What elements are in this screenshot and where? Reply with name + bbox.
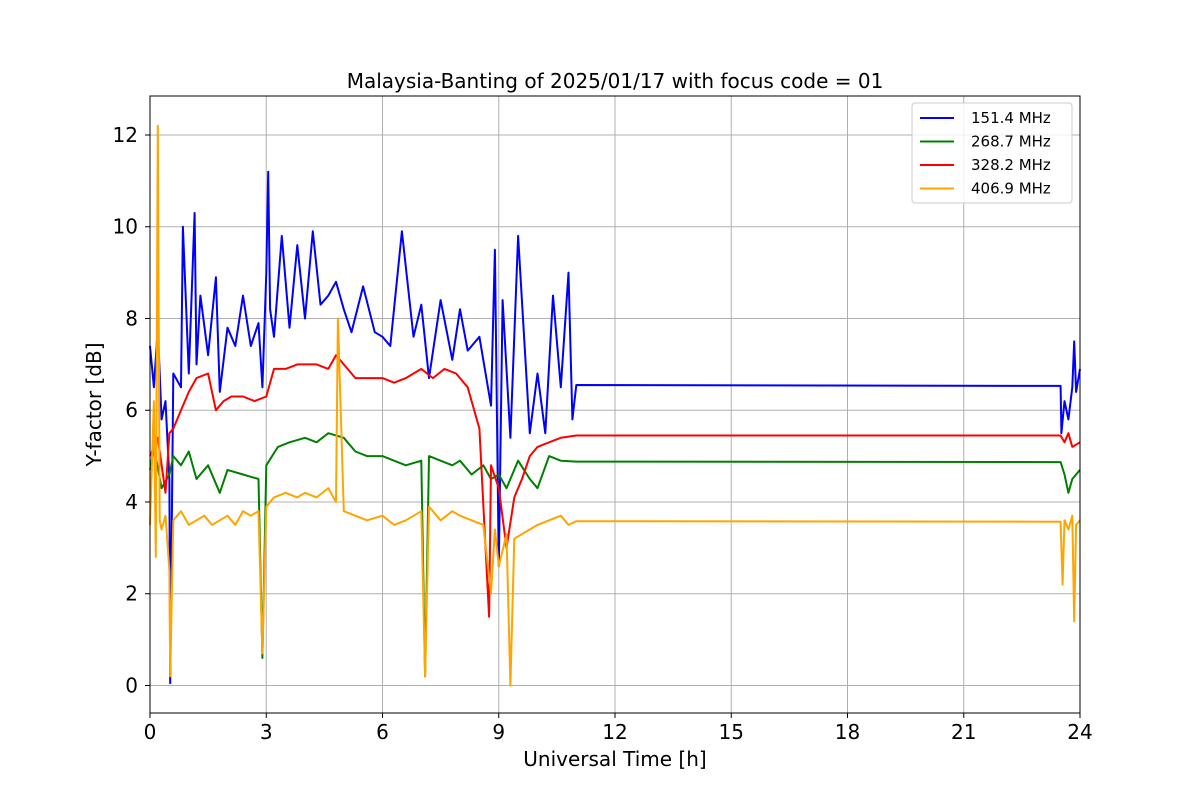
x-tick-label: 15: [719, 720, 744, 744]
y-tick-label: 10: [113, 215, 138, 239]
x-tick-label: 24: [1067, 720, 1092, 744]
x-tick-label: 3: [260, 720, 273, 744]
series-line-3: [149, 354, 1081, 618]
legend: 151.4 MHz 268.7 MHz 328.2 MHz 406.9 MHz: [911, 102, 1073, 204]
y-axis-label: Y-factor [dB]: [82, 342, 106, 467]
series-line-2: [149, 432, 1081, 678]
y-axis-ticks: 0 2 4 6 8 10 12: [113, 123, 150, 697]
x-tick-label: 18: [835, 720, 860, 744]
legend-label: 151.4 MHz: [971, 109, 1051, 127]
legend-label: 406.9 MHz: [971, 180, 1051, 198]
x-tick-label: 6: [376, 720, 389, 744]
x-tick-label: 21: [951, 720, 976, 744]
series-line-1: [149, 170, 1081, 685]
x-axis-label: Universal Time [h]: [523, 747, 706, 771]
legend-label: 328.2 MHz: [971, 156, 1051, 174]
x-tick-label: 9: [492, 720, 505, 744]
legend-label: 268.7 MHz: [971, 133, 1051, 151]
y-tick-label: 6: [125, 398, 138, 422]
y-tick-label: 12: [113, 123, 138, 147]
series-line-4: [149, 124, 1081, 687]
x-axis-ticks: 0 3 6 9 12 15 18 21 24: [144, 713, 1093, 744]
chart-title: Malaysia-Banting of 2025/01/17 with focu…: [347, 69, 884, 93]
x-tick-label: 0: [144, 720, 157, 744]
y-tick-label: 4: [125, 490, 138, 514]
legend-box: [911, 102, 1073, 204]
y-tick-label: 8: [125, 306, 138, 330]
plot-series: [149, 124, 1081, 687]
y-tick-label: 0: [125, 673, 138, 697]
y-tick-label: 2: [125, 582, 138, 606]
x-tick-label: 12: [602, 720, 627, 744]
